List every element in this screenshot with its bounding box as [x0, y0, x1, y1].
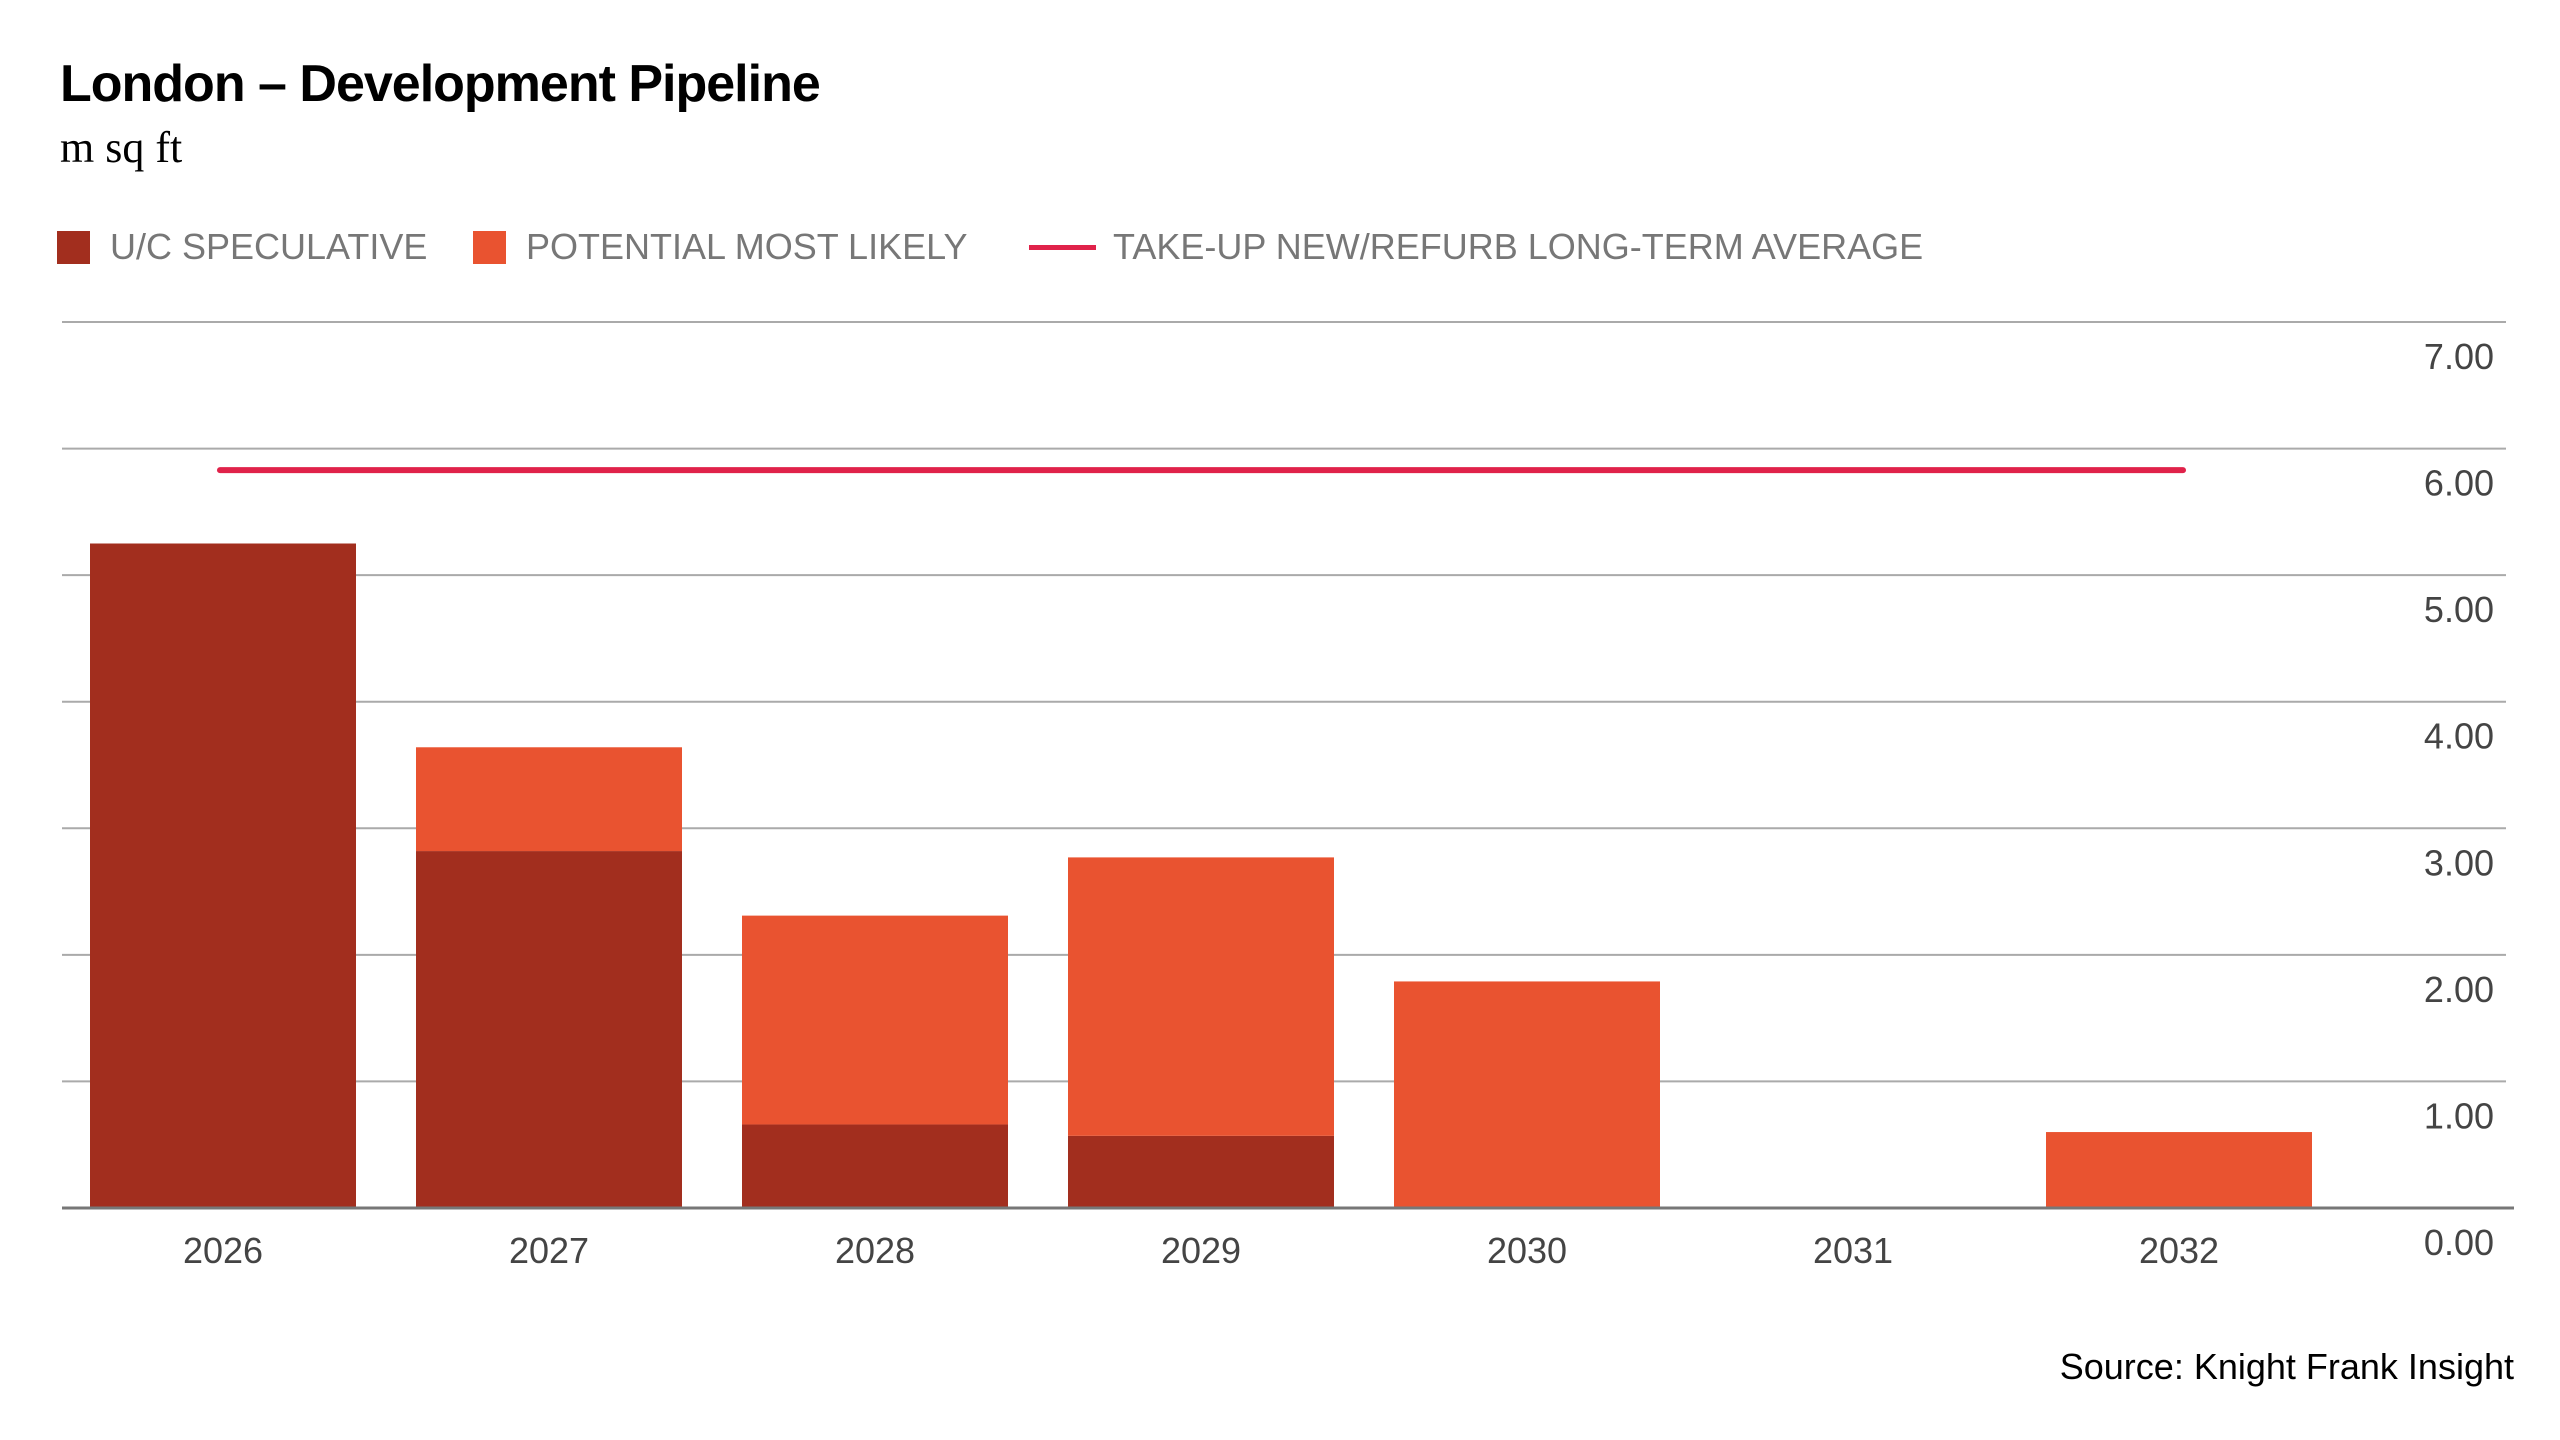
y-tick-label: 2.00 — [2424, 969, 2494, 1010]
legend-label: TAKE-UP NEW/REFURB LONG-TERM AVERAGE — [1113, 226, 1924, 267]
y-tick-label: 3.00 — [2424, 842, 2494, 883]
legend-item-take-up: TAKE-UP NEW/REFURB LONG-TERM AVERAGE — [1029, 226, 1923, 268]
legend-item-uc-speculative: U/C SPECULATIVE — [57, 226, 427, 268]
y-tick-label: 5.00 — [2424, 589, 2494, 630]
legend-line — [1029, 244, 1096, 250]
x-tick-label: 2030 — [1487, 1230, 1567, 1271]
x-tick-label: 2031 — [1813, 1230, 1893, 1271]
y-tick-label: 0.00 — [2424, 1222, 2494, 1263]
bar-potential-2028 — [742, 915, 1008, 1125]
bar-uc-speculative-2029 — [1068, 1135, 1334, 1208]
x-tick-label: 2027 — [509, 1230, 589, 1271]
x-tick-label: 2026 — [183, 1230, 263, 1271]
y-tick-label: 7.00 — [2424, 336, 2494, 377]
source-note: Source: Knight Frank Insight — [2059, 1346, 2514, 1387]
bar-uc-speculative-2026 — [90, 543, 356, 1208]
bar-potential-2030 — [1394, 981, 1660, 1208]
x-tick-label: 2029 — [1161, 1230, 1241, 1271]
legend-label: POTENTIAL MOST LIKELY — [526, 226, 968, 267]
bar-potential-2029 — [1068, 857, 1334, 1136]
legend-item-potential: POTENTIAL MOST LIKELY — [473, 226, 967, 268]
bar-potential-2032 — [2046, 1132, 2312, 1208]
bar-uc-speculative-2027 — [416, 851, 682, 1208]
legend-label: U/C SPECULATIVE — [110, 226, 428, 267]
bar-uc-speculative-2028 — [742, 1124, 1008, 1208]
legend-swatch — [473, 230, 506, 264]
x-tick-label: 2028 — [835, 1230, 915, 1271]
y-tick-label: 4.00 — [2424, 716, 2494, 757]
chart-title: London – Development Pipeline — [60, 55, 821, 113]
y-tick-label: 1.00 — [2424, 1095, 2494, 1136]
y-tick-label: 6.00 — [2424, 463, 2494, 504]
bar-potential-2027 — [416, 747, 682, 852]
chart-subtitle: m sq ft — [60, 123, 183, 172]
x-tick-label: 2032 — [2139, 1230, 2219, 1271]
legend-swatch — [57, 230, 90, 264]
